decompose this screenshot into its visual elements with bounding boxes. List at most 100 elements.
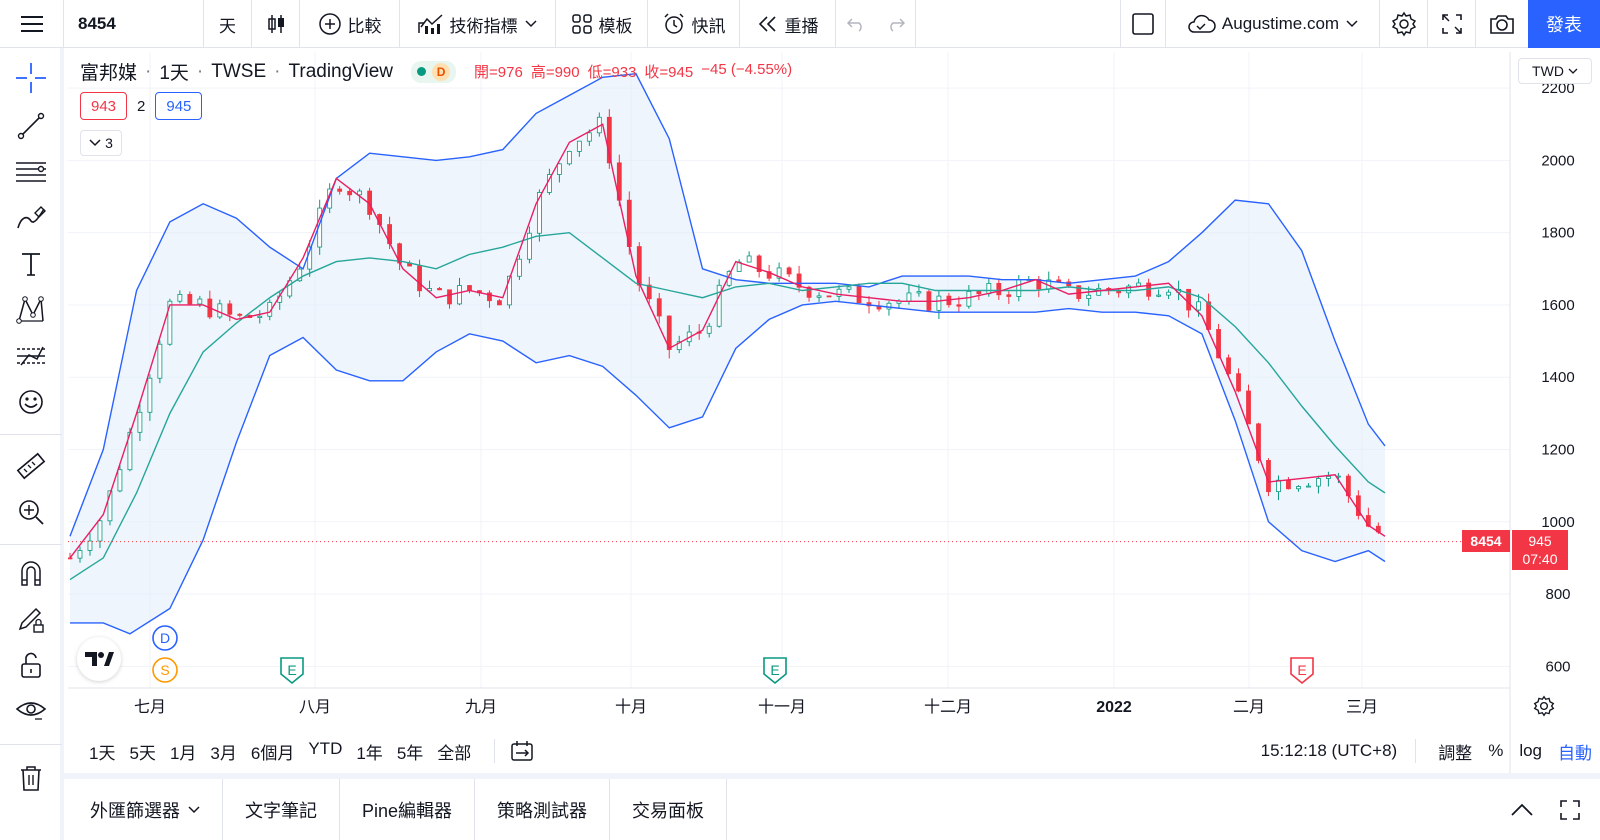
tab-screener[interactable]: 外匯篩選器 xyxy=(68,779,223,840)
panel-divider xyxy=(64,773,1600,779)
toolbar-divider xyxy=(0,544,62,545)
range-all[interactable]: 全部 xyxy=(437,743,472,763)
publish-button[interactable]: 發表 xyxy=(1528,0,1600,48)
legend-symbol-name[interactable]: 富邦媒 xyxy=(80,63,138,84)
price-tick-label: 1800 xyxy=(1541,225,1574,242)
chart-type-button[interactable] xyxy=(252,0,300,48)
currency-label: TWD xyxy=(1532,63,1564,79)
alert-button[interactable]: 快訊 xyxy=(648,0,740,48)
range-1m[interactable]: 1月 xyxy=(169,743,197,763)
compare-button[interactable]: 比較 xyxy=(300,0,400,48)
tab-pine-editor[interactable]: Pine編輯器 xyxy=(340,779,476,840)
adjust-toggle[interactable]: 調整 xyxy=(1438,743,1473,763)
indicators-collapse-button[interactable]: 3 xyxy=(80,130,122,156)
candle-body xyxy=(487,292,492,302)
interval-button[interactable]: 天 xyxy=(204,0,252,48)
visibility-tool[interactable] xyxy=(10,690,52,730)
emoji-tool[interactable] xyxy=(10,382,52,422)
zoom-tool[interactable] xyxy=(10,492,52,532)
range-1y[interactable]: 1年 xyxy=(356,743,383,763)
account-menu-button[interactable]: Augustime.com xyxy=(1166,0,1380,48)
candle-body xyxy=(716,284,722,327)
auto-scale-toggle[interactable]: 自動 xyxy=(1558,743,1592,763)
chevron-up-icon[interactable] xyxy=(1510,803,1534,817)
range-5d[interactable]: 5天 xyxy=(129,743,156,763)
settings-button[interactable] xyxy=(1380,0,1428,48)
range-5y[interactable]: 5年 xyxy=(396,743,424,763)
candle-body xyxy=(1006,294,1012,297)
range-3m[interactable]: 3月 xyxy=(210,743,237,763)
redo-icon[interactable] xyxy=(886,16,906,32)
candle-body xyxy=(157,343,163,379)
log-toggle[interactable]: log xyxy=(1519,741,1542,760)
trend-line-icon xyxy=(17,112,45,140)
candle-body xyxy=(77,550,83,559)
time-tick-label: 八月 xyxy=(299,699,331,716)
undo-redo-group xyxy=(836,0,916,48)
pattern-tool[interactable] xyxy=(10,290,52,330)
delayed-data-badge: D xyxy=(432,62,451,81)
range-6m[interactable]: 6個月 xyxy=(250,743,295,763)
indicator-value-red[interactable]: 943 xyxy=(80,92,128,120)
candle-body xyxy=(507,275,512,306)
templates-button[interactable]: 模板 xyxy=(556,0,648,48)
tab-trading-panel[interactable]: 交易面板 xyxy=(610,779,728,840)
candle-body xyxy=(1186,288,1191,311)
price-tick-label: 1600 xyxy=(1541,297,1574,314)
split-marker xyxy=(152,657,178,683)
brush-tool[interactable] xyxy=(10,198,52,238)
remove-drawings-tool[interactable] xyxy=(10,758,52,798)
layout-button[interactable] xyxy=(1120,0,1166,48)
chart-pane[interactable]: 600 800 1000 1200 1400 1600 1800 2000 2200 七月 八月 九月… xyxy=(68,52,1600,773)
tab-strategy-tester[interactable]: 策略測試器 xyxy=(475,779,611,840)
session-clock[interactable]: 15:12:18 (UTC+8) xyxy=(1260,741,1398,760)
chevron-down-icon xyxy=(1568,68,1578,74)
magnet-icon xyxy=(21,561,41,586)
replay-label: 重播 xyxy=(784,16,819,36)
indicators-button[interactable]: 技術指標 xyxy=(400,0,556,48)
goto-date-button[interactable] xyxy=(509,739,535,763)
time-tick-label: 2022 xyxy=(1096,699,1132,716)
candle-body xyxy=(357,190,363,196)
candles-icon xyxy=(267,15,284,33)
range-ytd[interactable]: YTD xyxy=(308,738,343,758)
tradingview-logo-icon xyxy=(85,652,114,666)
replay-button[interactable]: 重播 xyxy=(740,0,836,48)
candle-body xyxy=(347,190,353,196)
candle-body xyxy=(706,325,712,334)
price-chart[interactable]: 600 800 1000 1200 1400 1600 1800 2000 2200 七月 八月 九月… xyxy=(68,52,1600,773)
alarm-clock-icon xyxy=(663,13,684,34)
fib-tool[interactable] xyxy=(10,152,52,192)
prediction-tool[interactable] xyxy=(10,336,52,376)
undo-icon[interactable] xyxy=(846,16,866,32)
crosshair-tool[interactable] xyxy=(10,58,52,98)
market-status-badge[interactable]: D xyxy=(411,60,457,83)
trend-line-tool[interactable] xyxy=(10,106,52,146)
candle-body xyxy=(437,288,442,291)
price-tick-label: 1400 xyxy=(1541,369,1574,386)
bar-countdown: 07:40 xyxy=(1522,551,1558,567)
zoom-in-icon xyxy=(19,500,44,525)
gear-icon xyxy=(1533,695,1555,717)
symbol-search-button[interactable]: 8454 xyxy=(64,0,204,48)
tradingview-logo[interactable] xyxy=(77,637,121,681)
menu-button[interactable] xyxy=(0,0,64,48)
axis-settings-button[interactable] xyxy=(1530,692,1558,720)
percent-toggle[interactable]: % xyxy=(1488,741,1504,760)
lock-drawings-tool[interactable] xyxy=(10,600,52,640)
maximize-panel-icon[interactable] xyxy=(1558,798,1582,822)
tab-text-notes[interactable]: 文字筆記 xyxy=(223,779,340,840)
drawing-toolbar xyxy=(0,48,64,840)
legend-separator: · xyxy=(145,60,152,82)
fullscreen-button[interactable] xyxy=(1428,0,1476,48)
currency-selector[interactable]: TWD xyxy=(1518,58,1592,84)
magnet-tool[interactable] xyxy=(10,554,52,594)
chevron-down-icon xyxy=(89,139,101,147)
candle-body xyxy=(816,295,822,298)
lock-tool[interactable] xyxy=(10,646,52,686)
text-tool[interactable] xyxy=(10,244,52,284)
snapshot-button[interactable] xyxy=(1476,0,1528,48)
indicator-value-blue[interactable]: 945 xyxy=(155,92,203,120)
measure-tool[interactable] xyxy=(10,446,52,486)
range-1d[interactable]: 1天 xyxy=(89,743,116,763)
